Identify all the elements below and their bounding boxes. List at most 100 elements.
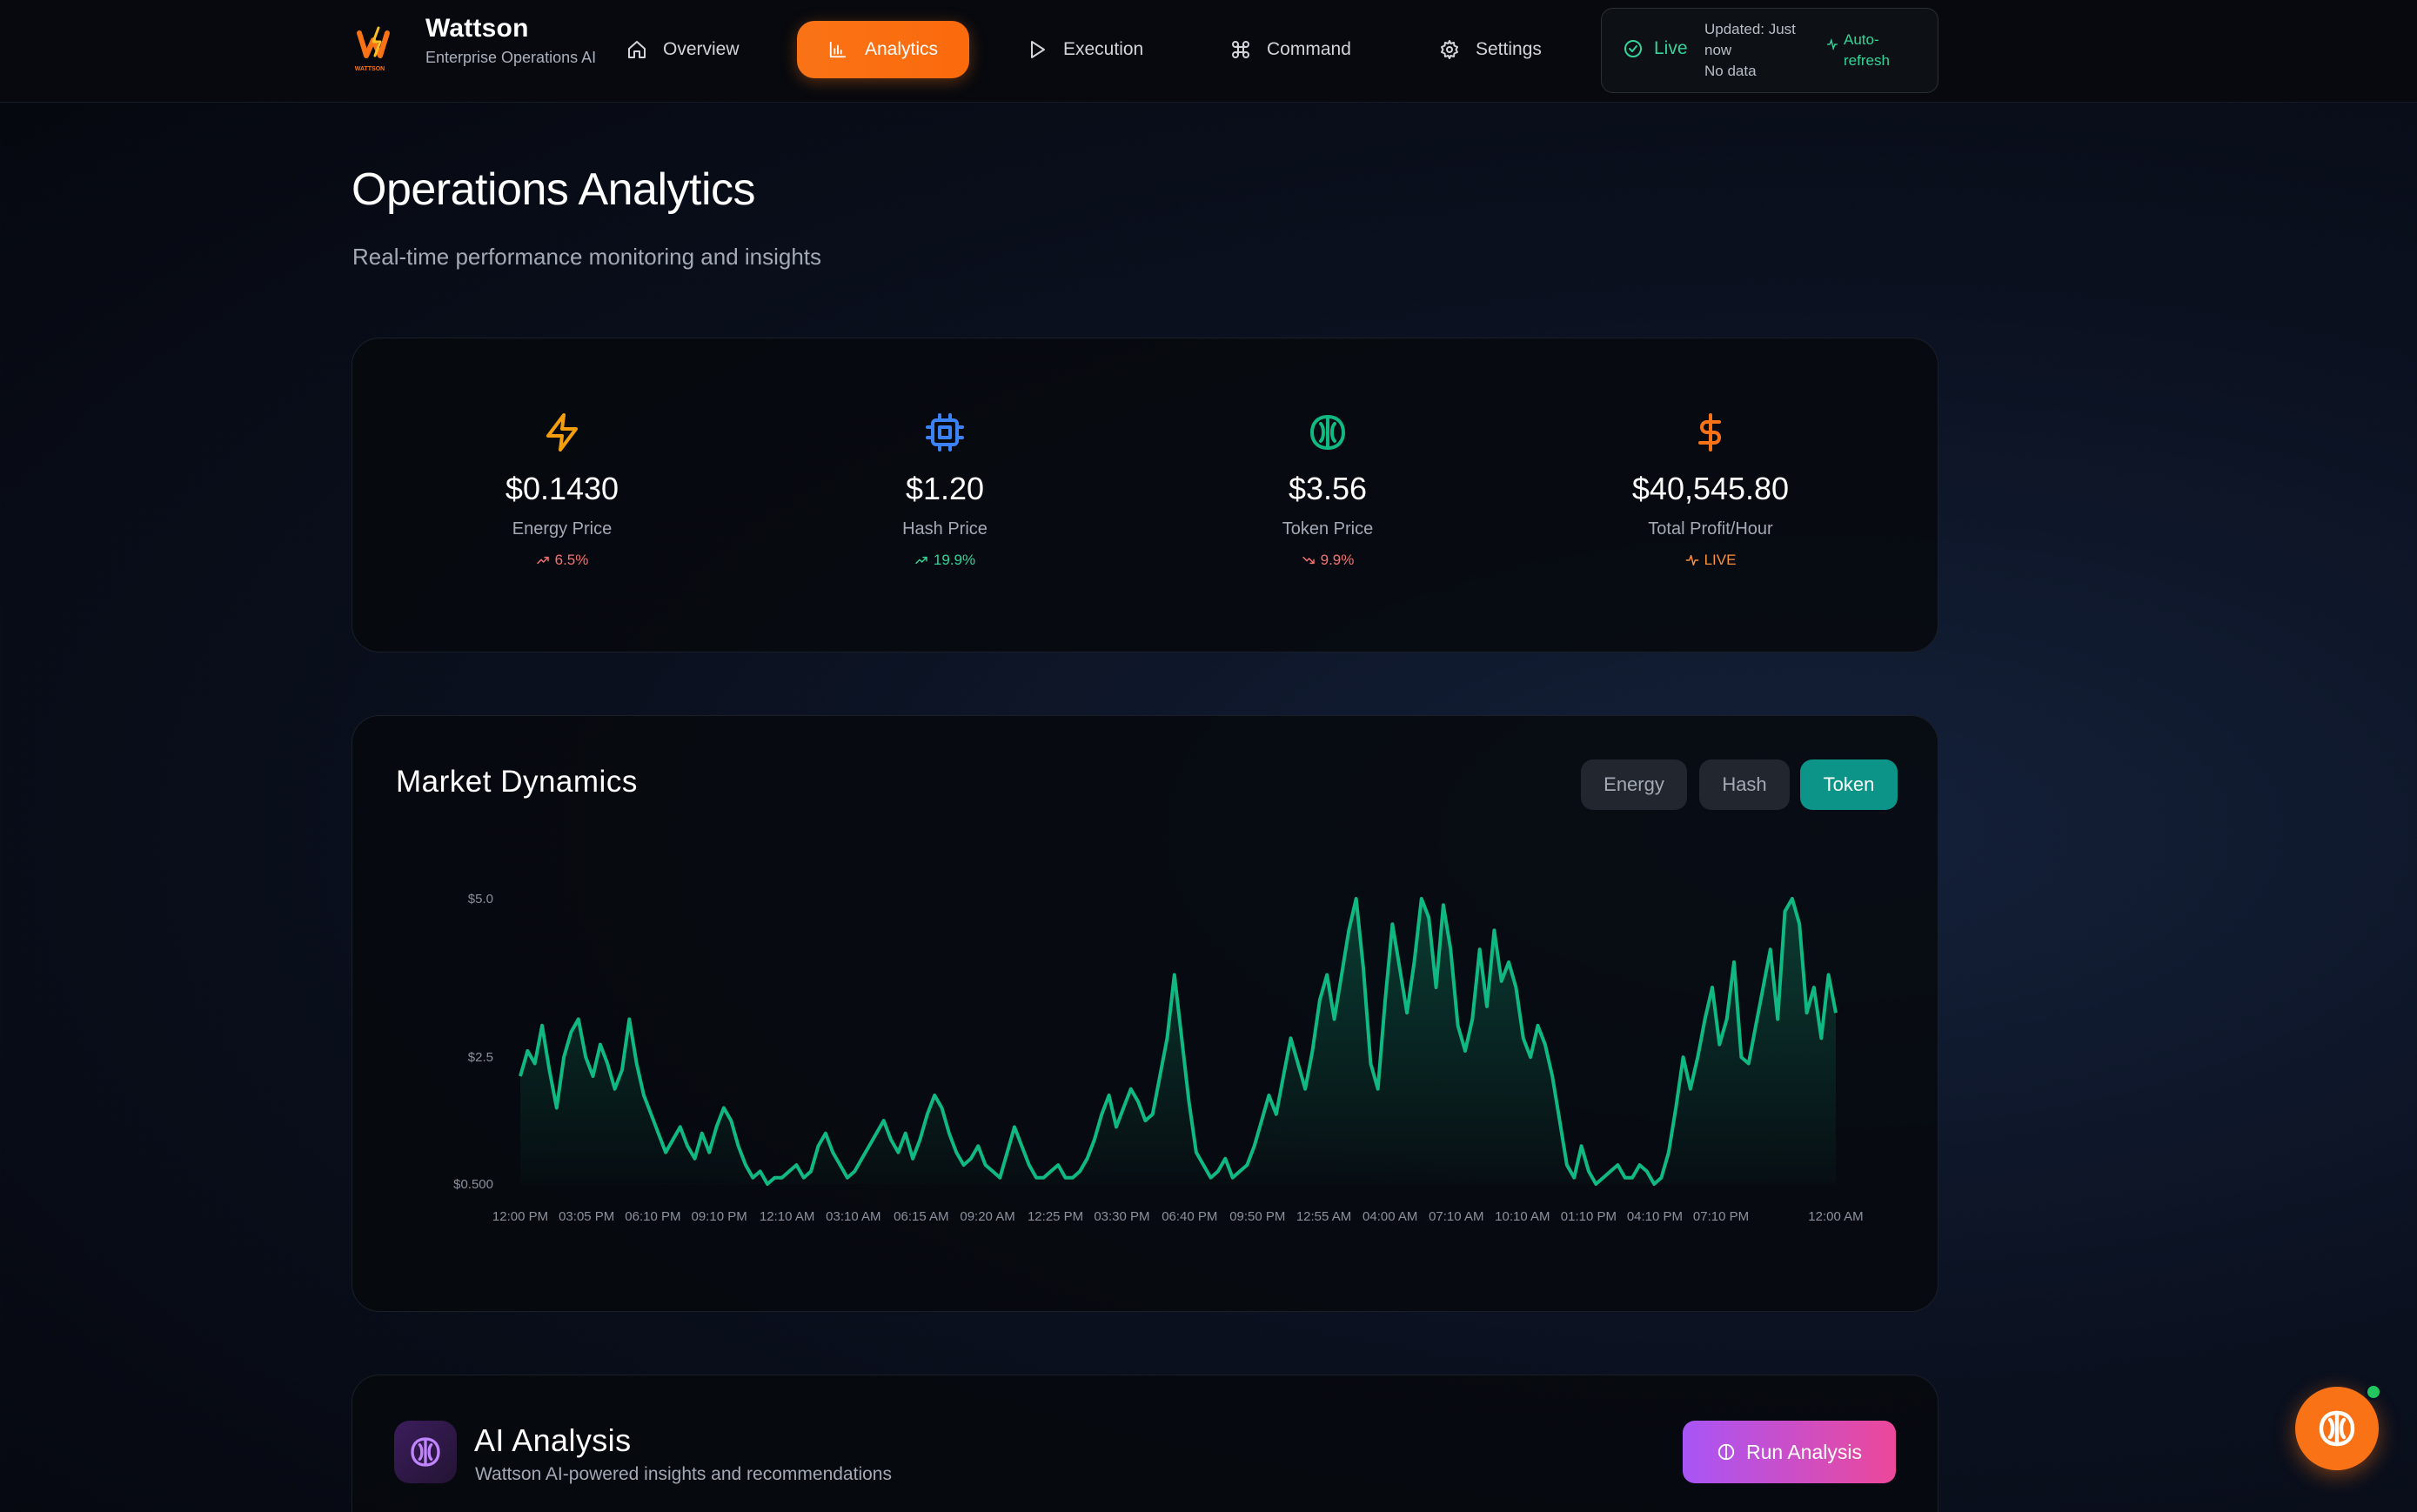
market-dynamics-card: Market Dynamics Energy Hash Token $5.0 $2… xyxy=(352,715,1938,1312)
page-subtitle: Real-time performance monitoring and ins… xyxy=(352,244,822,270)
brand[interactable]: WATTSON Wattson Enterprise Operations AI xyxy=(352,14,599,75)
nav-settings-label: Settings xyxy=(1476,39,1542,59)
x-tick-label: 06:10 PM xyxy=(625,1209,680,1224)
metric-value: $40,545.80 xyxy=(1631,471,1790,506)
x-tick-label: 12:10 AM xyxy=(760,1209,814,1224)
x-tick-label: 12:55 AM xyxy=(1296,1209,1351,1224)
live-indicator: Live xyxy=(1623,38,1688,59)
metric-total-profit: $40,545.80 Total Profit/Hour LIVE xyxy=(1554,411,1867,569)
metric-delta-value: LIVE xyxy=(1704,552,1737,568)
metric-energy-price: $0.1430 Energy Price 6.5% xyxy=(405,411,719,569)
top-header: WATTSON Wattson Enterprise Operations AI… xyxy=(0,0,2417,103)
command-icon xyxy=(1232,41,1249,58)
metric-delta: 19.9% xyxy=(788,552,1101,569)
play-icon xyxy=(1031,41,1045,58)
x-tick-label: 07:10 PM xyxy=(1693,1209,1749,1224)
home-icon xyxy=(628,41,646,58)
x-tick-label: 12:25 PM xyxy=(1028,1209,1083,1224)
updated-text: Updated: Just now xyxy=(1704,21,1796,58)
x-tick-label: 12:00 AM xyxy=(1808,1209,1863,1224)
brain-icon xyxy=(2319,1410,2355,1447)
svg-text:WATTSON: WATTSON xyxy=(355,66,385,72)
check-circle-icon xyxy=(1624,40,1642,57)
gear-icon xyxy=(1441,40,1458,59)
y-tick-label: $2.5 xyxy=(468,1050,493,1065)
cpu-icon xyxy=(926,413,964,452)
nav-analytics[interactable]: Analytics xyxy=(797,21,970,78)
ai-assistant-button[interactable] xyxy=(2295,1387,2379,1470)
metric-delta: 9.9% xyxy=(1171,552,1484,569)
nav-command[interactable]: Command xyxy=(1230,21,1351,78)
update-status: Updated: Just now No data xyxy=(1704,19,1826,82)
auto-refresh-toggle[interactable]: Auto-refresh xyxy=(1826,30,1906,71)
series-line xyxy=(519,897,1838,1186)
lightning-icon xyxy=(546,413,578,452)
toggle-hash[interactable]: Hash xyxy=(1699,759,1790,810)
nav-execution[interactable]: Execution xyxy=(1027,21,1143,78)
nav-execution-label: Execution xyxy=(1063,39,1144,59)
metric-delta: LIVE xyxy=(1554,552,1867,569)
trending-up-icon xyxy=(536,556,549,565)
metric-label: Energy Price xyxy=(512,519,613,539)
metric-label: Hash Price xyxy=(902,519,988,539)
ai-analysis-subtitle: Wattson AI-powered insights and recommen… xyxy=(475,1464,892,1484)
metric-label: Token Price xyxy=(1282,519,1374,539)
metric-value: $1.20 xyxy=(905,471,985,506)
metric-delta: 6.5% xyxy=(405,552,719,569)
y-tick-label: $5.0 xyxy=(468,892,493,907)
x-tick-label: 04:00 AM xyxy=(1362,1209,1417,1224)
metric-delta-value: 6.5% xyxy=(554,552,589,568)
nav-settings[interactable]: Settings xyxy=(1439,21,1542,78)
x-tick-label: 10:10 AM xyxy=(1495,1209,1550,1224)
x-tick-label: 07:10 AM xyxy=(1429,1209,1483,1224)
metric-value: $3.56 xyxy=(1288,471,1368,506)
nav-command-label: Command xyxy=(1267,39,1351,59)
online-status-dot xyxy=(2365,1383,2382,1401)
dollar-icon xyxy=(1698,413,1721,452)
bar-chart-icon xyxy=(829,41,847,58)
token-price-chart: $5.0 $2.5 $0.500 12:00 PM 03:05 PM 06:10 PM 09… xyxy=(453,892,1864,1224)
live-status-panel: Live Updated: Just now No data Auto-refr… xyxy=(1601,8,1938,93)
wattson-logo: WATTSON xyxy=(355,26,390,72)
page-title: Operations Analytics xyxy=(352,164,756,215)
metrics-card: $0.1430 Energy Price 6.5% $1.20 Hash Pri… xyxy=(352,338,1938,652)
run-analysis-label: Run Analysis xyxy=(1746,1440,1862,1463)
x-tick-label: 01:10 PM xyxy=(1561,1209,1617,1224)
toggle-token[interactable]: Token xyxy=(1800,759,1898,810)
activity-icon xyxy=(1685,554,1698,566)
nav-overview[interactable]: Overview xyxy=(626,21,740,78)
trending-down-icon xyxy=(1302,556,1315,565)
y-tick-label: $0.500 xyxy=(453,1177,493,1192)
live-label: Live xyxy=(1654,38,1688,58)
x-tick-label: 03:30 PM xyxy=(1094,1209,1149,1224)
metric-delta-value: 9.9% xyxy=(1320,552,1355,568)
toggle-energy[interactable]: Energy xyxy=(1581,759,1687,810)
metric-delta-value: 19.9% xyxy=(933,552,976,568)
brain-icon xyxy=(1310,415,1345,450)
metric-hash-price: $1.20 Hash Price 19.9% xyxy=(788,411,1101,569)
x-tick-label: 09:50 PM xyxy=(1229,1209,1285,1224)
data-status-text: No data xyxy=(1704,63,1757,79)
ai-icon-box xyxy=(394,1421,457,1483)
metric-token-price: $3.56 Token Price 9.9% xyxy=(1171,411,1484,569)
x-tick-label: 03:10 AM xyxy=(826,1209,880,1224)
series-area xyxy=(520,899,1836,1184)
ai-analysis-card: AI Analysis Wattson AI-powered insights … xyxy=(352,1375,1938,1512)
activity-icon xyxy=(1827,38,1838,50)
x-tick-label: 06:15 AM xyxy=(894,1209,948,1224)
x-tick-label: 09:20 AM xyxy=(960,1209,1014,1224)
auto-refresh-label: Auto-refresh xyxy=(1844,31,1890,69)
run-analysis-button[interactable]: Run Analysis xyxy=(1683,1421,1896,1483)
metric-value: $0.1430 xyxy=(505,471,619,506)
ai-analysis-title: AI Analysis xyxy=(474,1422,632,1458)
trending-up-icon xyxy=(915,556,927,565)
brand-subtitle: Enterprise Operations AI xyxy=(425,49,597,66)
x-tick-label: 03:05 PM xyxy=(559,1209,614,1224)
market-dynamics-title: Market Dynamics xyxy=(396,765,638,799)
metric-label: Total Profit/Hour xyxy=(1648,519,1773,539)
x-tick-label: 12:00 PM xyxy=(492,1209,548,1224)
nav-analytics-label: Analytics xyxy=(865,39,939,59)
brain-icon xyxy=(411,1437,440,1467)
x-tick-label: 09:10 PM xyxy=(692,1209,747,1224)
brand-name: Wattson xyxy=(425,14,529,43)
